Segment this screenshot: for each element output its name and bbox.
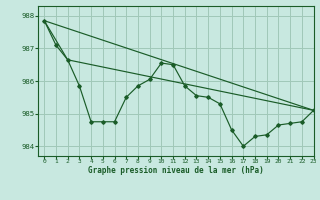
X-axis label: Graphe pression niveau de la mer (hPa): Graphe pression niveau de la mer (hPa): [88, 166, 264, 175]
